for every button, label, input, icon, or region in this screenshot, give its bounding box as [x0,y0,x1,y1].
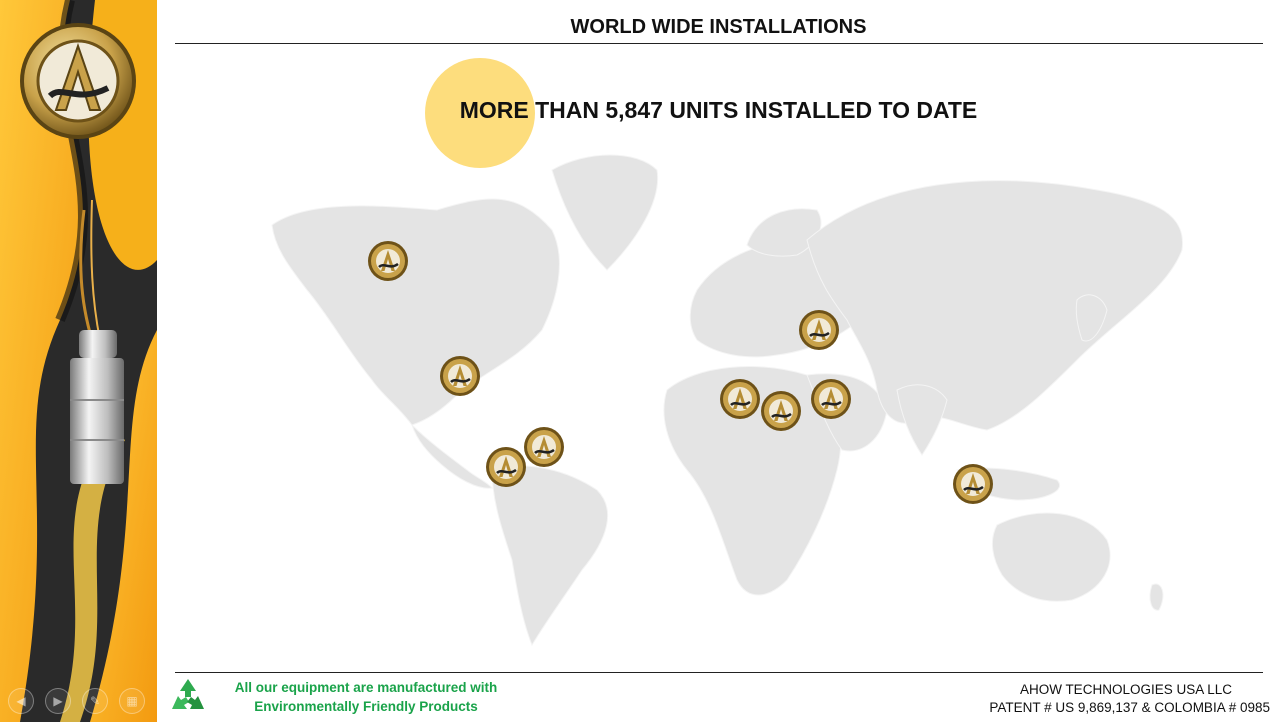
slides-overview-button[interactable]: ▦ [119,688,145,714]
installation-marker-icon [368,241,408,281]
previous-slide-button[interactable]: ◀ [8,688,34,714]
new-zealand-landmass [1149,583,1164,611]
installation-marker-icon [953,464,993,504]
patent-info: PATENT # US 9,869,137 & COLOMBIA # 0985 [989,700,1270,715]
company-info: AHOW TECHNOLOGIES USA LLC PATENT # US 9,… [860,681,1280,717]
installation-marker-icon [811,379,851,419]
eco-statement: All our equipment are manufactured with … [216,678,516,716]
footer-divider [175,672,1263,673]
highlight-circle [425,58,535,168]
central-america-landmass [411,424,493,489]
installation-marker-icon [761,391,801,431]
north-america-landmass [271,198,560,426]
slide-title: WORLD WIDE INSTALLATIONS [570,16,867,38]
sidebar-art [0,0,157,722]
japan-landmass [1075,294,1108,342]
asia-landmass [806,180,1184,431]
next-slide-button[interactable]: ▶ [45,688,71,714]
installation-marker-icon [799,310,839,350]
eco-line-2: Environmentally Friendly Products [254,699,478,714]
company-name: AHOW TECHNOLOGIES USA LLC [1019,682,1232,697]
installation-marker-icon [720,379,760,419]
title-divider [175,43,1263,44]
eco-line-1: All our equipment are manufactured with [234,680,498,695]
installation-marker-icon [486,447,526,487]
india-landmass [896,384,948,456]
installation-marker-icon [524,427,564,467]
recycle-icon [172,679,204,709]
world-map [271,154,1184,647]
installation-marker-icon [440,356,480,396]
slide: WORLD WIDE INSTALLATIONS [157,0,1280,722]
south-america-landmass [491,465,609,647]
greenland-landmass [551,154,659,271]
australia-landmass [991,512,1111,602]
pen-tool-button[interactable]: ✎ [82,688,108,714]
africa-landmass [663,366,842,596]
decorative-sidebar: ◀ ▶ ✎ ▦ [0,0,157,722]
units-installed-headline: MORE THAN 5,847 UNITS INSTALLED TO DATE [459,97,978,123]
scandinavia-landmass [746,208,822,257]
